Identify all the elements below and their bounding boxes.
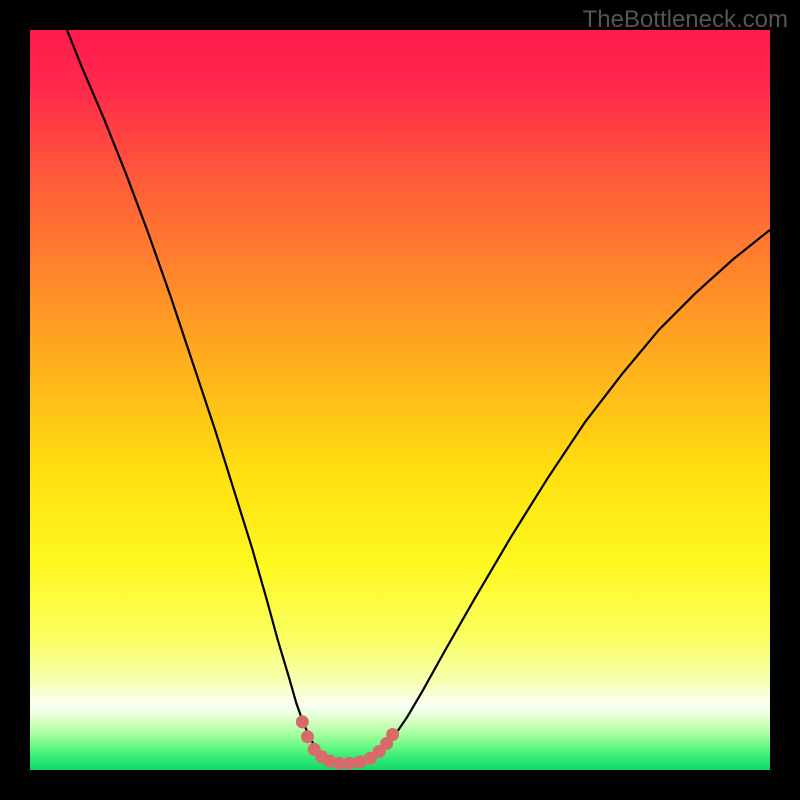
chart-svg xyxy=(30,30,770,770)
marker-group xyxy=(296,715,399,769)
marker-dot xyxy=(301,730,314,743)
marker-dot xyxy=(386,728,399,741)
curve-line xyxy=(67,30,770,763)
watermark-text: TheBottleneck.com xyxy=(583,6,788,34)
plot-area xyxy=(30,30,770,770)
outer-frame: TheBottleneck.com xyxy=(0,0,800,800)
marker-dot xyxy=(296,715,309,728)
